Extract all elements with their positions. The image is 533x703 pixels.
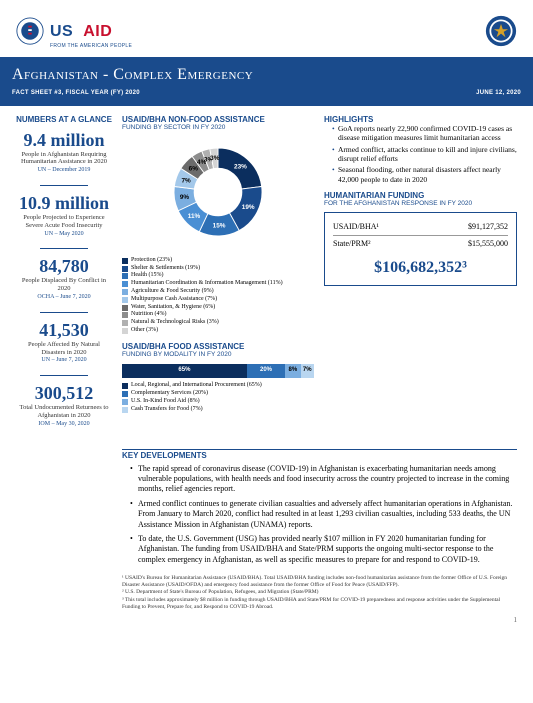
- stat-block: 300,512 Total Undocumented Returnees to …: [16, 384, 112, 428]
- highlights-title: HIGHLIGHTS: [324, 116, 517, 124]
- footnote: ² U.S. Department of State's Bureau of P…: [122, 589, 517, 596]
- main-content: NUMBERS AT A GLANCE 9.4 million People i…: [16, 116, 517, 439]
- funding-row: USAID/BHA¹$91,127,352: [333, 219, 508, 235]
- stat-source: UN – June 7, 2020: [16, 357, 112, 365]
- factsheet-label: FACT SHEET #3, FISCAL YEAR (FY) 2020: [12, 90, 140, 98]
- right-column: HIGHLIGHTS GoA reports nearly 22,900 con…: [324, 116, 517, 439]
- stat-source: UN – May 2020: [16, 231, 112, 239]
- stat-label: People Affected By Natural Disasters in …: [16, 341, 112, 357]
- stat-value: 9.4 million: [16, 131, 112, 149]
- stat-block: 9.4 million People in Afghanistan Requir…: [16, 131, 112, 175]
- svg-text:11%: 11%: [188, 213, 201, 220]
- stat-block: 84,780 People Displaced By Conflict in 2…: [16, 257, 112, 301]
- glance-title: NUMBERS AT A GLANCE: [16, 116, 112, 125]
- stat-source: UN – December 2019: [16, 167, 112, 175]
- legend-item: Complementary Services (20%): [122, 390, 314, 398]
- svg-text:19%: 19%: [242, 205, 255, 212]
- page-title: Afghanistan - Complex Emergency: [12, 65, 521, 86]
- funding-row: State/PRM²$15,555,000: [333, 236, 508, 252]
- svg-text:15%: 15%: [213, 223, 226, 230]
- footnote: ¹ USAID's Bureau for Humanitarian Assist…: [122, 575, 517, 588]
- legend-item: Natural & Technological Risks (3%): [122, 319, 314, 327]
- svg-text:7%: 7%: [181, 178, 191, 185]
- svg-text:3%: 3%: [210, 155, 220, 162]
- bar-segment: 7%: [301, 364, 314, 378]
- legend-item: Local, Regional, and International Procu…: [122, 382, 314, 390]
- stat-value: 300,512: [16, 384, 112, 402]
- highlight-item: GoA reports nearly 22,900 confirmed COVI…: [332, 124, 517, 143]
- stat-label: People Displaced By Conflict in 2020: [16, 277, 112, 293]
- charts-column: USAID/BHA NON-FOOD ASSISTANCE FUNDING BY…: [122, 116, 314, 439]
- header-logos: USAID FROM THE AMERICAN PEOPLE: [16, 12, 517, 49]
- stat-value: 41,530: [16, 321, 112, 339]
- keydev-item: The rapid spread of coronavirus disease …: [130, 464, 517, 495]
- svg-text:23%: 23%: [234, 164, 247, 171]
- stat-label: People in Afghanistan Requiring Humanita…: [16, 151, 112, 167]
- funding-total: $106,682,352³: [333, 258, 508, 279]
- usaid-logo: USAID FROM THE AMERICAN PEOPLE: [16, 12, 132, 49]
- stat-label: People Projected to Experience Severe Ac…: [16, 214, 112, 230]
- stat-label: Total Undocumented Returnees to Afghanis…: [16, 404, 112, 420]
- food-title: USAID/BHA FOOD ASSISTANCE: [122, 343, 314, 351]
- title-bar: Afghanistan - Complex Emergency FACT SHE…: [0, 57, 533, 106]
- bar-legend: Local, Regional, and International Procu…: [122, 382, 314, 413]
- donut-legend: Protection (23%)Shelter & Settlements (1…: [122, 257, 314, 335]
- stat-value: 84,780: [16, 257, 112, 275]
- legend-item: Nutrition (4%): [122, 311, 314, 319]
- legend-item: Multipurpose Cash Assistance (7%): [122, 296, 314, 304]
- stat-source: IOM – May 30, 2020: [16, 421, 112, 429]
- svg-text:6%: 6%: [189, 166, 199, 173]
- legend-item: Protection (23%): [122, 257, 314, 265]
- footnote: ³ This total includes approximately $8 m…: [122, 597, 517, 610]
- legend-item: Humanitarian Coordination & Information …: [122, 280, 314, 288]
- highlight-item: Armed conflict, attacks continue to kill…: [332, 145, 517, 164]
- footnotes: ¹ USAID's Bureau for Humanitarian Assist…: [122, 575, 517, 610]
- document-date: JUNE 12, 2020: [476, 90, 521, 98]
- funding-box: USAID/BHA¹$91,127,352State/PRM²$15,555,0…: [324, 212, 517, 287]
- funding-title: HUMANITARIAN FUNDING: [324, 192, 517, 200]
- legend-item: Other (3%): [122, 327, 314, 335]
- bar-segment: 8%: [285, 364, 300, 378]
- bar-segment: 20%: [247, 364, 285, 378]
- legend-item: U.S. In-Kind Food Aid (8%): [122, 398, 314, 406]
- nonfood-sub: FUNDING BY SECTOR IN FY 2020: [122, 125, 314, 132]
- highlight-item: Seasonal flooding, other natural disaste…: [332, 165, 517, 184]
- nonfood-title: USAID/BHA NON-FOOD ASSISTANCE: [122, 116, 314, 124]
- legend-item: Health (15%): [122, 272, 314, 280]
- legend-item: Agriculture & Food Security (9%): [122, 288, 314, 296]
- keydev-item: To date, the U.S. Government (USG) has p…: [130, 534, 517, 565]
- page-number: 1: [16, 616, 517, 625]
- stat-value: 10.9 million: [16, 194, 112, 212]
- bar-segment: 65%: [122, 364, 247, 378]
- stat-block: 10.9 million People Projected to Experie…: [16, 194, 112, 238]
- legend-item: Cash Transfers for Food (7%): [122, 406, 314, 414]
- keydev-item: Armed conflict continues to generate civ…: [130, 499, 517, 530]
- donut-chart: 23%19%15%11%9%7%6%4%3%3%: [122, 137, 314, 250]
- stacked-bar-chart: 65%20%8%7%: [122, 364, 314, 378]
- stat-block: 41,530 People Affected By Natural Disast…: [16, 321, 112, 365]
- svg-text:9%: 9%: [180, 195, 190, 202]
- numbers-at-glance: NUMBERS AT A GLANCE 9.4 million People i…: [16, 116, 112, 439]
- keydev-title: KEY DEVELOPMENTS: [122, 452, 517, 460]
- stat-source: OCHA – June 7, 2020: [16, 294, 112, 302]
- state-dept-seal-icon: [485, 15, 517, 47]
- food-sub: FUNDING BY MODALITY IN FY 2020: [122, 352, 314, 359]
- usaid-seal-icon: [16, 17, 44, 45]
- usaid-wordmark: USAID: [50, 22, 132, 43]
- usaid-tagline: FROM THE AMERICAN PEOPLE: [50, 43, 132, 50]
- key-developments: KEY DEVELOPMENTS The rapid spread of cor…: [122, 449, 517, 566]
- highlights-section: HIGHLIGHTS GoA reports nearly 22,900 con…: [324, 116, 517, 184]
